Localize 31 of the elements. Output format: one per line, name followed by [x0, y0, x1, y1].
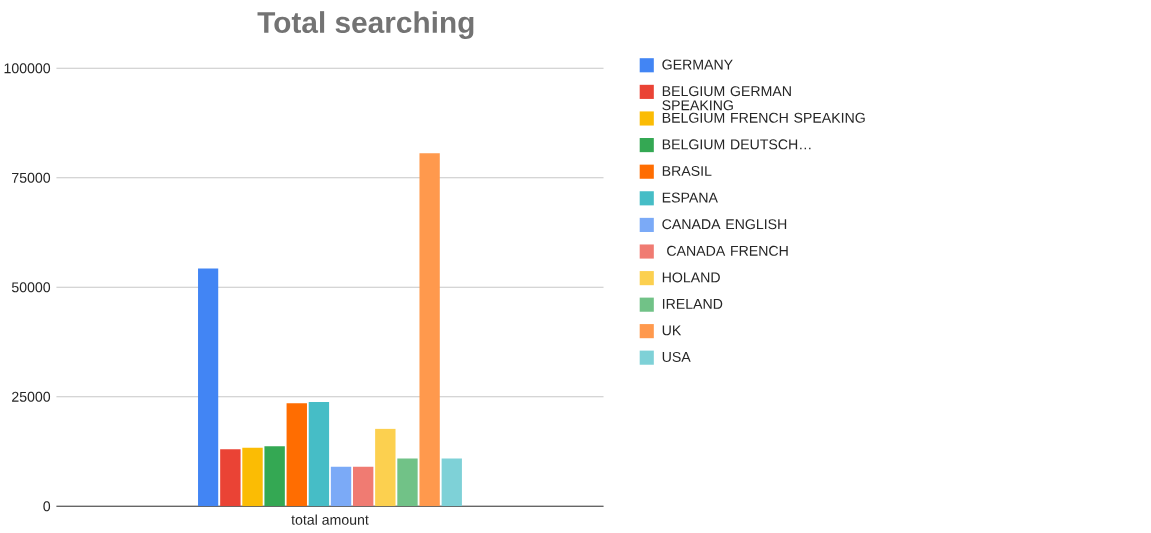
y-tick-label: 50000	[11, 282, 51, 293]
bar	[198, 268, 219, 507]
y-tick-label: 75000	[12, 172, 51, 183]
bar	[220, 449, 241, 507]
bar	[352, 466, 374, 507]
bar	[397, 458, 418, 507]
bar	[286, 403, 307, 507]
legend-label: BELGIUM GERMAN SPEAKING	[662, 86, 791, 111]
bar	[264, 446, 285, 507]
y-tick-label: 25000	[12, 391, 51, 402]
bar	[419, 153, 440, 507]
y-tick-label: 0	[43, 501, 51, 512]
bar	[242, 447, 263, 507]
x-tick-label: total amount	[291, 514, 369, 525]
bar	[330, 466, 352, 507]
bar	[441, 458, 462, 507]
legend-label: CANADA ENGLISH	[662, 219, 787, 230]
y-tick-label: 100000	[4, 63, 51, 74]
bar	[375, 428, 396, 507]
legend-label: ESPANA	[662, 192, 718, 203]
legend-label: BELGIUM FRENCH SPEAKING	[662, 112, 865, 123]
legend-label: GERMANY	[662, 59, 733, 70]
legend-label: CANADA FRENCH	[667, 245, 788, 256]
legend-label: IRELAND	[662, 299, 723, 309]
chart-title: Total searching	[257, 11, 474, 40]
legend-label: BRASIL	[662, 166, 712, 176]
legend-label: USA	[662, 351, 691, 362]
legend-label: UK	[662, 325, 682, 336]
legend-label: BELGIUM DEUTSCH…	[662, 139, 811, 150]
legend-label: HOLAND	[662, 272, 720, 283]
bar	[308, 402, 330, 507]
